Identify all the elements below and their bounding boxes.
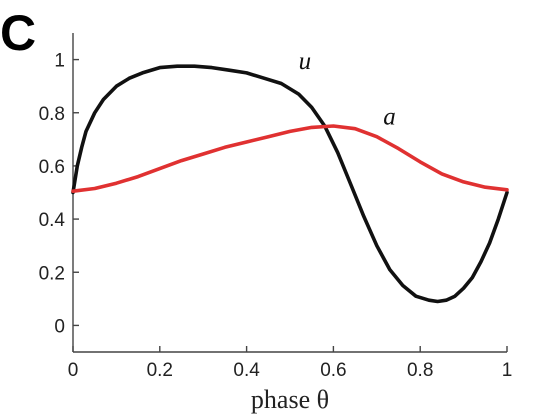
y-tick-label: 0.8 [39,104,65,125]
x-tick-label: 1 [502,360,513,381]
y-tick-label: 1 [54,51,65,72]
x-tick-label: 0.6 [320,360,346,381]
series-line-a [71,124,509,193]
series-layer: ua [71,48,509,304]
x-tick-label: 0.4 [233,360,260,381]
x-tick-label: 0.8 [407,360,433,381]
y-tick-label: 0.4 [39,210,66,231]
panel-label: C [0,5,36,61]
y-tick-label: 0.2 [39,263,65,284]
y-tick-label: 0.6 [39,157,65,178]
series-label-u: u [299,48,312,75]
axes: 0 0.2 0.4 0.6 0.8 1 0 0.2 0.4 0.6 0.8 1 [39,33,513,381]
series-label-a: a [383,104,396,131]
x-axis-label: phase θ [251,385,329,414]
x-tick-label: 0.2 [147,360,173,381]
y-tick-label: 0 [54,316,65,337]
series-line-u [71,64,509,304]
x-tick-label: 0 [68,360,79,381]
